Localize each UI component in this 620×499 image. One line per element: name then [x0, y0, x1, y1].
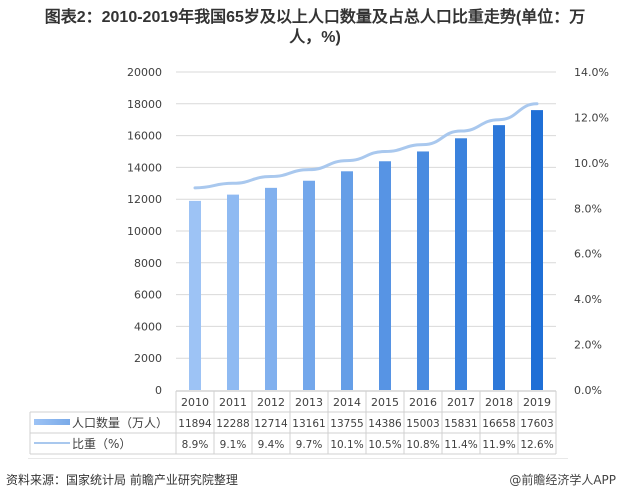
bar — [455, 138, 467, 390]
right-axis-ticks: 0.0% 2.0% 4.0% 6.0% 8.0% 10.0% 12.0% 14.0% — [574, 66, 609, 397]
ratio-line — [193, 102, 539, 190]
x-tick-label: 2014 — [333, 396, 361, 409]
table-cell-population: 16658 — [482, 418, 515, 430]
bar — [493, 125, 505, 390]
table-cell-population: 11894 — [178, 418, 212, 430]
left-axis-tick-label: 20000 — [127, 66, 162, 79]
x-tick-label: 2010 — [181, 396, 209, 409]
chart-title-line-1: 图表2：2010-2019年我国65岁及以上人口数量及占总人口比重走势(单位：万 — [44, 9, 586, 26]
right-axis-tick-label: 4.0% — [574, 293, 602, 306]
bar — [531, 110, 543, 390]
table-cell-ratio: 8.9% — [182, 439, 209, 451]
x-tick-label: 2011 — [219, 396, 247, 409]
table-cell-population: 12714 — [254, 418, 288, 430]
table-cell-ratio: 10.1% — [330, 439, 363, 451]
bar — [417, 151, 429, 390]
legend-ratio-label: 比重（%） — [72, 437, 131, 451]
left-axis-tick-label: 18000 — [127, 98, 162, 111]
combo-chart: 0 2000 4000 6000 8000 10000 12000 14000 16000 180… — [29, 66, 609, 455]
bar — [303, 180, 315, 390]
right-axis-tick-label: 8.0% — [574, 202, 602, 215]
x-tick-label: 2018 — [485, 396, 513, 409]
table-cell-population: 17603 — [520, 418, 553, 430]
right-axis-tick-label: 10.0% — [574, 157, 609, 170]
left-axis-ticks: 0 2000 4000 6000 8000 10000 12000 14000 16000 180… — [127, 66, 162, 397]
gridlines — [176, 71, 556, 359]
legend-bar-swatch — [34, 419, 70, 425]
left-axis-tick-label: 16000 — [127, 130, 162, 143]
left-axis-tick-label: 6000 — [134, 289, 162, 302]
bar — [227, 194, 239, 390]
credit-note: @前瞻经济学人APP — [509, 473, 616, 487]
table-cell-population: 13161 — [292, 418, 325, 430]
left-axis-tick-label: 2000 — [134, 352, 162, 365]
bar — [341, 171, 353, 390]
data-table: 2010 11894 8.9% 2011 12288 9.1% 2012 12714 9.4% 2… — [29, 390, 557, 455]
right-axis-tick-label: 2.0% — [574, 339, 602, 352]
chart-title: 图表2：2010-2019年我国65岁及以上人口数量及占总人口比重走势(单位：万… — [20, 8, 610, 48]
right-axis-tick-label: 14.0% — [574, 66, 609, 79]
table-cell-population: 14386 — [368, 418, 402, 430]
left-axis-tick-label: 0 — [155, 384, 162, 397]
table-cell-ratio: 12.6% — [520, 439, 553, 451]
table-cell-ratio: 11.4% — [444, 439, 477, 451]
table-cell-ratio: 9.4% — [258, 439, 285, 451]
bar — [379, 161, 391, 390]
table-cell-ratio: 10.8% — [406, 439, 439, 451]
table-cell-ratio: 9.7% — [296, 439, 323, 451]
left-axis-tick-label: 8000 — [134, 257, 162, 270]
bar — [189, 200, 201, 390]
source-note: 资料来源：国家统计局 前瞻产业研究院整理 — [6, 473, 238, 487]
right-axis-tick-label: 12.0% — [574, 111, 609, 124]
left-axis-tick-label: 4000 — [134, 320, 162, 333]
x-tick-label: 2015 — [371, 396, 399, 409]
right-axis-tick-label: 6.0% — [574, 248, 602, 261]
x-tick-label: 2013 — [295, 396, 323, 409]
chart-title-line-2: 人，%) — [289, 29, 341, 46]
table-cell-ratio: 9.1% — [220, 439, 247, 451]
footer-divider — [28, 458, 568, 459]
line-series — [193, 102, 539, 190]
left-axis-tick-label: 12000 — [127, 193, 162, 206]
legend-population-label: 人口数量（万人） — [72, 415, 168, 430]
bar-series — [189, 110, 543, 390]
left-axis-tick-label: 14000 — [127, 161, 162, 174]
x-tick-label: 2012 — [257, 396, 285, 409]
x-tick-label: 2016 — [409, 396, 437, 409]
table-cell-population: 12288 — [216, 418, 249, 430]
table-cell-population: 13755 — [330, 418, 363, 430]
left-axis-tick-label: 10000 — [127, 225, 162, 238]
x-tick-label: 2019 — [523, 396, 551, 409]
x-tick-label: 2017 — [447, 396, 475, 409]
right-axis-tick-label: 0.0% — [574, 384, 602, 397]
table-cell-population: 15831 — [444, 418, 477, 430]
bar — [265, 187, 277, 390]
table-cell-ratio: 10.5% — [368, 439, 401, 451]
table-cell-population: 15003 — [406, 418, 439, 430]
table-cell-ratio: 11.9% — [482, 439, 515, 451]
